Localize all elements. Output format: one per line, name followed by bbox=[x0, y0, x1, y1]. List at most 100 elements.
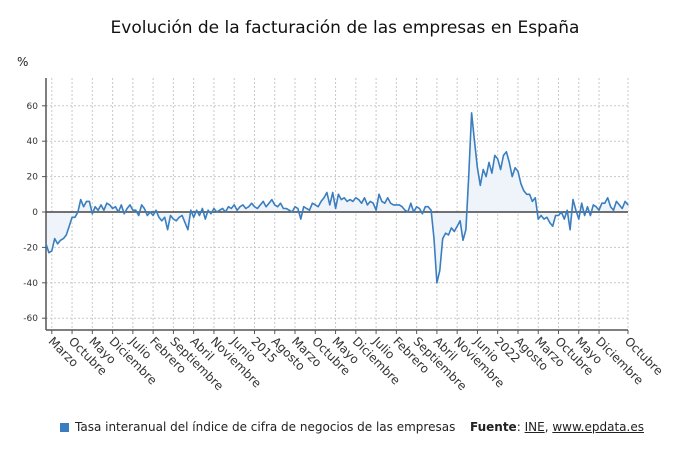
data-point bbox=[494, 154, 496, 156]
data-point bbox=[164, 216, 166, 218]
data-point bbox=[300, 218, 302, 220]
data-point bbox=[442, 237, 444, 240]
data-point bbox=[320, 200, 322, 202]
data-point bbox=[488, 161, 490, 164]
data-point bbox=[578, 218, 580, 220]
data-point bbox=[540, 214, 542, 217]
data-point bbox=[395, 204, 397, 206]
data-point bbox=[103, 209, 105, 211]
data-point bbox=[505, 151, 507, 153]
data-point bbox=[227, 206, 230, 208]
legend-swatch bbox=[60, 422, 69, 432]
data-point bbox=[447, 234, 450, 236]
data-point bbox=[126, 207, 128, 210]
data-point bbox=[222, 207, 224, 210]
data-point bbox=[473, 140, 476, 142]
data-point bbox=[210, 213, 212, 215]
data-point bbox=[627, 204, 629, 206]
data-point bbox=[250, 202, 253, 204]
data-point bbox=[85, 200, 88, 202]
data-point bbox=[366, 204, 369, 206]
data-point bbox=[253, 206, 256, 208]
source-site-link[interactable]: www.epdata.es bbox=[552, 420, 644, 434]
data-point bbox=[546, 216, 548, 218]
data-point bbox=[586, 206, 589, 208]
data-point bbox=[169, 214, 172, 217]
data-point bbox=[566, 209, 568, 211]
data-point bbox=[65, 234, 67, 236]
data-point bbox=[549, 222, 551, 224]
data-point bbox=[421, 213, 424, 215]
data-point bbox=[317, 206, 319, 208]
data-point bbox=[401, 206, 403, 208]
data-point bbox=[106, 202, 108, 204]
y-tick-label: 40 bbox=[27, 137, 39, 147]
data-point bbox=[268, 202, 270, 204]
data-point bbox=[219, 209, 221, 211]
data-point bbox=[439, 269, 441, 272]
data-point bbox=[369, 200, 371, 202]
data-point bbox=[308, 209, 311, 211]
data-point bbox=[337, 193, 340, 195]
data-point bbox=[575, 209, 577, 211]
data-point bbox=[242, 204, 244, 206]
data-point bbox=[436, 282, 438, 284]
data-point bbox=[83, 206, 85, 208]
data-point bbox=[595, 206, 597, 208]
data-point bbox=[569, 229, 571, 231]
data-point bbox=[245, 207, 247, 210]
data-point bbox=[621, 207, 623, 210]
data-point bbox=[239, 206, 241, 208]
data-point bbox=[589, 214, 591, 217]
data-point bbox=[430, 209, 432, 211]
data-point bbox=[615, 200, 618, 202]
data-point bbox=[204, 218, 206, 220]
data-point bbox=[161, 220, 163, 222]
data-point bbox=[537, 218, 539, 220]
data-point bbox=[465, 229, 467, 231]
data-point bbox=[193, 216, 195, 218]
data-point bbox=[555, 214, 557, 217]
data-point bbox=[140, 204, 143, 206]
data-point bbox=[77, 211, 79, 213]
data-point bbox=[517, 170, 519, 172]
data-point bbox=[123, 213, 125, 215]
data-point bbox=[111, 207, 114, 210]
data-point bbox=[117, 211, 119, 213]
y-axis-label: % bbox=[17, 55, 29, 69]
data-point bbox=[158, 216, 160, 218]
data-point bbox=[178, 216, 180, 218]
data-point bbox=[543, 218, 545, 220]
data-point bbox=[236, 209, 238, 211]
data-point bbox=[297, 207, 299, 210]
data-point bbox=[288, 209, 290, 211]
data-point bbox=[563, 218, 565, 220]
data-point bbox=[476, 167, 479, 169]
y-tick-label: -60 bbox=[23, 314, 38, 324]
data-point bbox=[343, 197, 345, 199]
data-point bbox=[143, 207, 146, 210]
data-point bbox=[216, 211, 218, 213]
data-point bbox=[468, 176, 470, 178]
data-point bbox=[187, 229, 189, 231]
data-point bbox=[256, 207, 258, 210]
data-point bbox=[583, 214, 586, 217]
data-point bbox=[201, 207, 203, 210]
data-point bbox=[352, 200, 354, 202]
data-point bbox=[557, 214, 560, 217]
data-point bbox=[175, 220, 177, 222]
data-point bbox=[598, 209, 600, 211]
data-point bbox=[274, 204, 276, 206]
data-point bbox=[265, 206, 267, 208]
data-point bbox=[497, 158, 499, 160]
data-point bbox=[285, 207, 287, 210]
y-tick-label: -40 bbox=[23, 279, 38, 289]
data-point bbox=[132, 209, 134, 211]
data-point bbox=[340, 199, 342, 201]
data-point bbox=[372, 202, 374, 204]
data-point bbox=[618, 204, 620, 206]
data-point bbox=[88, 200, 91, 202]
source-ine-link[interactable]: INE bbox=[524, 420, 545, 434]
data-point bbox=[334, 207, 337, 210]
data-point bbox=[471, 112, 473, 114]
